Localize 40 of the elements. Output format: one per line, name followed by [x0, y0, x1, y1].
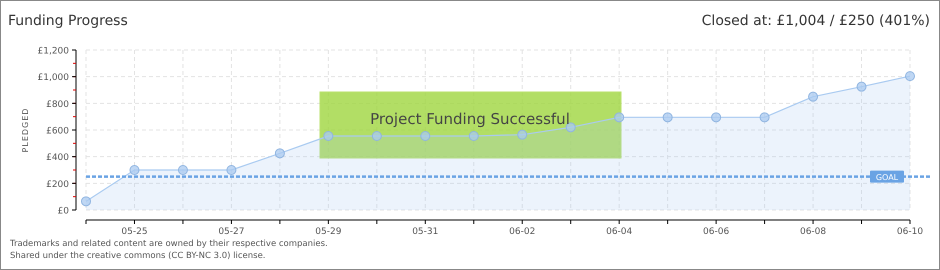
point	[323, 131, 334, 141]
point	[760, 112, 770, 122]
chart-title: Funding Progress	[8, 13, 128, 29]
point	[614, 112, 624, 122]
y-tick-label: £600	[46, 126, 70, 136]
point	[468, 131, 479, 141]
point	[81, 196, 91, 206]
y-tick-label: £200	[46, 180, 70, 190]
x-tick-label: 05-25	[121, 227, 148, 237]
text: Trademarks and related content are owned by their respective companies.	[9, 239, 328, 249]
point	[905, 71, 915, 82]
chart-subtitle: Closed at: £1,004 / £250 (401%)	[702, 13, 930, 29]
y-axis-title: PLEDGED	[21, 108, 30, 152]
annotation: Project Funding Successful	[370, 110, 570, 128]
x-tick-label: 06-06	[703, 227, 730, 237]
point	[129, 165, 140, 175]
point	[226, 165, 236, 175]
x-tick-label: 06-10	[896, 227, 924, 237]
y-tick-label: £0	[58, 206, 70, 216]
point	[274, 148, 285, 158]
x-tick-label: 06-08	[800, 227, 826, 237]
x-tick-label: 05-29	[315, 227, 342, 237]
point	[808, 92, 818, 102]
ref-line-label: GOAL	[876, 173, 899, 182]
point	[856, 82, 867, 92]
y-tick-label: £1,200	[38, 46, 70, 56]
y-tick-label: £1,000	[38, 73, 70, 84]
point	[420, 131, 430, 141]
point	[711, 112, 722, 122]
point	[372, 131, 382, 141]
x-tick-label: 05-27	[218, 227, 244, 237]
y-tick-label: £400	[46, 153, 70, 164]
point	[178, 165, 188, 175]
point	[662, 112, 673, 122]
x-tick-label: 06-04	[606, 227, 633, 237]
point	[517, 130, 528, 140]
x-tick-label: 05-31	[412, 227, 438, 237]
x-tick-label: 06-02	[509, 227, 536, 237]
y-tick-label: £800	[46, 100, 70, 110]
text: Shared under the creative commons (CC BY-NC 3.0) license.	[10, 251, 266, 261]
